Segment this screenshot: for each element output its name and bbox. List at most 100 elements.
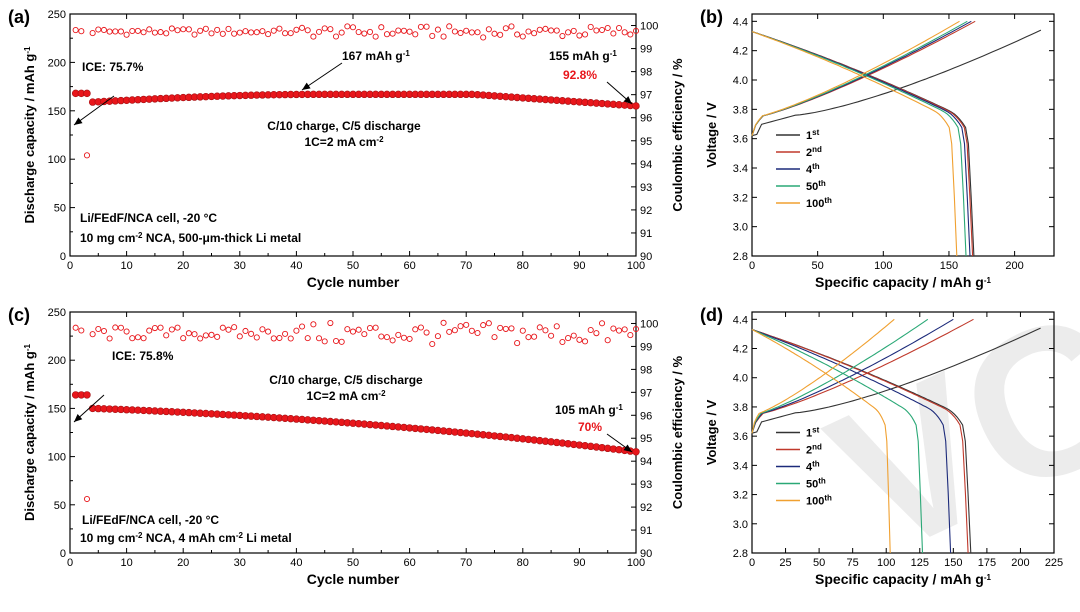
x-tick-label: 25: [779, 557, 791, 569]
x-tick-label: 40: [290, 260, 302, 272]
legend-entry: 4th: [806, 459, 820, 474]
legend-entry: 50th: [806, 476, 826, 491]
y2-tick-label: 91: [640, 228, 652, 240]
ce-point: [89, 30, 96, 37]
x-tick-label: 40: [290, 557, 302, 569]
legend-entry-sup: th: [824, 196, 832, 205]
end-label: 155 mAh g-1: [549, 49, 617, 64]
ce-point: [253, 29, 260, 36]
y2-tick-label: 94: [640, 456, 652, 468]
ce-point: [315, 28, 323, 35]
ce-point: [525, 28, 532, 35]
ce-point: [208, 331, 215, 338]
legend-entry-sup: th: [812, 459, 820, 468]
ce-point: [106, 335, 113, 342]
y2-tick-label: 97: [640, 90, 652, 102]
ce-point: [480, 34, 487, 41]
ce-point: [468, 327, 475, 334]
x-tick-label: 150: [944, 557, 962, 569]
ce-point: [140, 335, 147, 342]
x-tick-label: 70: [460, 260, 472, 272]
x-tick-label: 50: [813, 557, 825, 569]
y-tick-label: 50: [54, 203, 66, 215]
ice-arrow-head: [74, 117, 83, 125]
cell-info-2-sup2: -2: [236, 531, 244, 540]
ce-point: [480, 322, 487, 329]
ce-point: [248, 330, 255, 337]
ce-point: [423, 23, 430, 30]
ce-point: [100, 327, 108, 335]
ce-point: [615, 24, 623, 32]
ce-point: [78, 28, 85, 35]
ce-point: [632, 27, 640, 34]
condition-line-2-base: 1C=2 mA cm: [304, 135, 376, 149]
ce-point: [525, 334, 532, 341]
ce-point: [293, 327, 300, 334]
ce-point: [344, 23, 351, 30]
x-tick-label: 70: [460, 557, 472, 569]
ce-point: [383, 31, 391, 38]
y2-tick-label: 98: [640, 364, 652, 376]
ce-point: [134, 27, 141, 34]
ce-point: [338, 29, 345, 36]
ce-point: [151, 29, 158, 36]
x-tick-label: 150: [940, 260, 958, 272]
legend-entry-base: 100: [806, 198, 824, 210]
legend-entry: 2nd: [806, 145, 822, 160]
ce-point: [417, 23, 424, 30]
ce-point: [565, 29, 572, 36]
y2-tick-label: 90: [640, 548, 652, 560]
end-label-sup: -1: [610, 49, 618, 58]
ce-point: [197, 27, 204, 34]
ce-point: [593, 27, 600, 34]
capacity-point: [83, 89, 91, 98]
y-tick-label: 50: [54, 500, 66, 512]
condition-line-1: C/10 charge, C/5 discharge: [267, 119, 421, 133]
x-tick-label: 20: [177, 557, 189, 569]
x-tick-label: 100: [627, 260, 645, 272]
ce-point: [259, 326, 266, 333]
charge-curve-100: [751, 20, 960, 136]
x-tick-label: 50: [812, 260, 824, 272]
y-tick-label: 200: [48, 355, 66, 367]
ce-point: [134, 334, 141, 341]
legend-entry-base: 4: [806, 164, 813, 176]
ce-point: [598, 26, 606, 34]
ce-point: [151, 324, 158, 332]
charge-curve-4: [751, 318, 954, 434]
charge-curve-100: [751, 318, 895, 434]
x-axis-label: Cycle number: [307, 274, 400, 290]
y-tick-label: 0: [60, 251, 66, 263]
panel-c: 0 10 20 30 40 50 60 70 80 90 100050100150200250909…: [8, 305, 685, 587]
ce-point: [168, 326, 175, 333]
panel-label: (b): [700, 7, 723, 27]
x-tick-label: 125: [911, 557, 929, 569]
ce-point: [197, 335, 204, 342]
ce-point: [112, 324, 119, 331]
ce-point: [242, 28, 249, 35]
y-tick-label: 3.6: [733, 134, 748, 146]
y-tick-label: 150: [48, 403, 66, 415]
ce-point: [604, 337, 611, 344]
ce-point: [270, 27, 277, 34]
ce-point: [474, 329, 481, 337]
charge-curve-1: [751, 29, 1042, 137]
x-tick-label: 200: [1005, 260, 1023, 272]
peak-arrow-shaft: [301, 62, 343, 91]
ce-point: [265, 31, 272, 38]
ce-point: [548, 27, 555, 34]
x-tick-label: 100: [627, 557, 645, 569]
ce-point: [519, 33, 526, 40]
panel-b: 0 50 100 150 2002.83.03.23.43.63.84.04.24.4S…: [700, 7, 1055, 290]
ce-point: [242, 327, 249, 335]
y-axis-label-sup: -1: [23, 344, 32, 352]
ce-point: [310, 321, 317, 328]
ice-label: ICE: 75.8%: [112, 349, 174, 363]
y-tick-label: 3.0: [733, 222, 748, 234]
legend-entry: 50th: [806, 179, 826, 194]
ce-point: [282, 330, 289, 337]
ce-point: [627, 332, 634, 339]
legend-entry-base: 100: [806, 496, 824, 508]
ce-point: [559, 338, 566, 346]
legend-entry-sup: th: [812, 162, 820, 171]
